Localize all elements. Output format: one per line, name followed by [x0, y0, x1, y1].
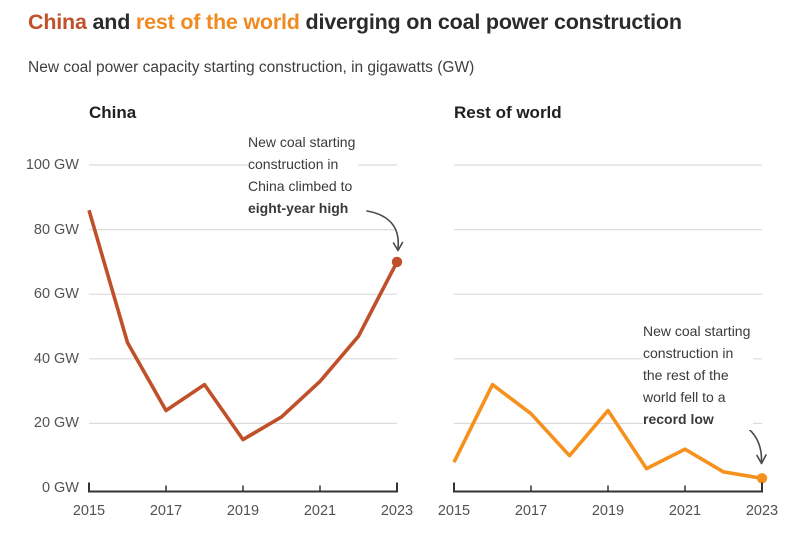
rest-of-world-annotation: New coal starting construction in the re… [643, 320, 754, 430]
annotation-line: construction in [643, 345, 734, 361]
title-text-rest: diverging on coal power construction [299, 10, 682, 34]
panel-title-china: China [89, 103, 137, 122]
annotation-line: the rest of the [643, 367, 729, 383]
annotation-line: world fell to a [643, 389, 726, 405]
panel-title-rest-of-world: Rest of world [454, 103, 562, 122]
rest-of-world-end-dot [756, 473, 768, 484]
x-tick-label: 2015 [72, 503, 106, 519]
china-series-line [87, 209, 399, 442]
china-end-dot [391, 256, 403, 268]
chart-subtitle: New coal power capacity starting constru… [28, 59, 475, 76]
y-tick-label-60: 60 GW [33, 286, 79, 303]
title-highlight-rest-of-world: rest of the world [135, 10, 300, 34]
y-tick-label-0: 0 GW [41, 480, 79, 496]
x-tick-label: 2019 [591, 503, 625, 519]
x-tick-label: 2015 [437, 503, 471, 519]
rest-of-world-series-line [452, 382, 763, 481]
title-highlight-china: China [28, 10, 87, 34]
annotation-line: construction in [248, 156, 339, 172]
china-annotation-arrow [366, 210, 399, 249]
annotation-line: New coal starting [643, 323, 751, 339]
y-tick-label-100: 100 GW [25, 157, 79, 173]
x-tick-label: 2021 [668, 503, 702, 519]
title-text-and: and [86, 10, 136, 34]
y-tick-label-40: 40 GW [33, 350, 79, 367]
china-annotation: New coal starting construction in China … [248, 131, 359, 219]
annotation-bold-line: record low [643, 411, 714, 427]
x-tick-label: 2023 [745, 503, 779, 519]
annotation-line: New coal starting [248, 134, 356, 150]
x-tick-label: 2023 [380, 503, 414, 519]
y-tick-label-80: 80 GW [33, 221, 79, 238]
x-tick-label: 2017 [514, 503, 548, 519]
x-tick-label: 2017 [149, 503, 183, 519]
page-title: China and rest of the world diverging on… [28, 10, 682, 35]
y-tick-label-20: 20 GW [33, 415, 79, 432]
annotation-bold-line: eight-year high [248, 200, 349, 216]
annotation-line: China climbed to [248, 178, 353, 194]
series-layer [87, 209, 768, 484]
x-tick-label: 2021 [303, 503, 337, 519]
x-tick-label: 2019 [226, 503, 260, 519]
rest-of-world-annotation-arrowhead [756, 454, 767, 465]
china-annotation-arrowhead [392, 241, 404, 252]
axis-layer [88, 482, 763, 493]
